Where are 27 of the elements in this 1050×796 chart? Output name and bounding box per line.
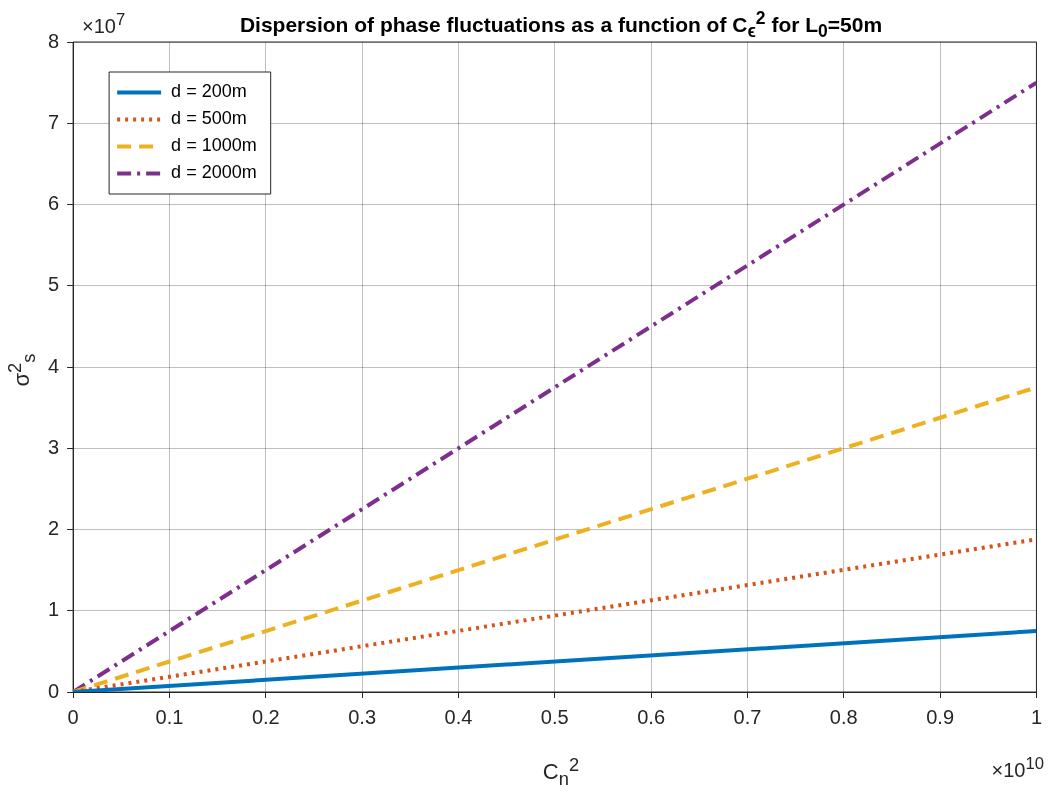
legend-label: d = 200m xyxy=(171,81,247,102)
y-tick-label: 7 xyxy=(48,110,60,133)
x-tick-label: 0.4 xyxy=(444,705,473,728)
x-tick-label: 0 xyxy=(67,705,79,728)
x-tick-label: 1 xyxy=(1030,705,1042,728)
x-tick-label: 0.6 xyxy=(637,705,666,728)
legend-label: d = 500m xyxy=(171,108,247,129)
y-tick-label: 4 xyxy=(48,354,60,377)
y-tick-label: 1 xyxy=(48,598,60,621)
y-tick-label: 5 xyxy=(48,273,60,296)
text: ×10$^{7}$ xyxy=(82,10,126,38)
x-tick-label: 0.9 xyxy=(926,705,955,728)
x-tick-label: 0.1 xyxy=(155,705,184,728)
x-tick-label: 0.7 xyxy=(733,705,762,728)
x-tick-label: 0.3 xyxy=(348,705,377,728)
x-tick-label: 0.5 xyxy=(540,705,569,728)
y-tick-label: 8 xyxy=(48,29,60,52)
x-tick-label: 0.2 xyxy=(251,705,280,728)
y-tick-label: 3 xyxy=(48,435,60,458)
y-tick-label: 0 xyxy=(48,679,60,702)
legend-label: d = 1000m xyxy=(171,135,257,156)
y-tick-label: 2 xyxy=(48,517,60,540)
x-tick-label: 0.8 xyxy=(829,705,858,728)
y-tick-label: 6 xyxy=(48,192,60,215)
legend-label: d = 2000m xyxy=(171,162,257,183)
text: ×10$^{10}$ xyxy=(991,754,1044,782)
chart-title: Dispersion of phase fluctuations as a function of C$_{ϵ}$$^{2}$ for L$_{0}$=50m xyxy=(239,8,883,42)
